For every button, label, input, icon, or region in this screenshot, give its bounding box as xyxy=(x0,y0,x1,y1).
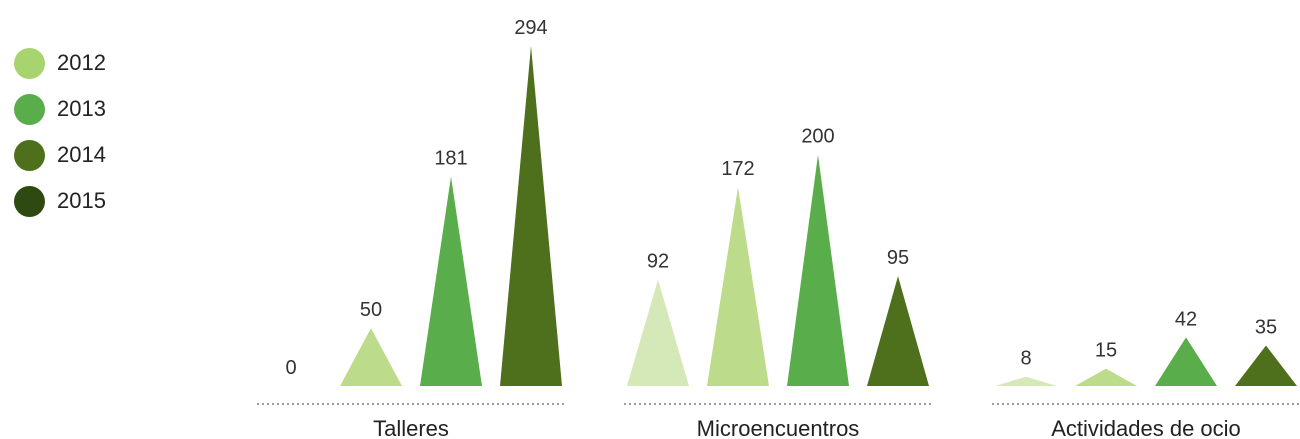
value-label-microencuentros-2013: 172 xyxy=(721,158,754,180)
value-label-talleres-2015: 294 xyxy=(514,17,547,39)
value-label-talleres-2013: 50 xyxy=(360,299,382,321)
value-label-actividades-de-ocio-2012: 8 xyxy=(1020,348,1031,370)
legend-item-2015: 2015 xyxy=(14,178,106,224)
bar-microencuentros-2014 xyxy=(787,154,849,386)
legend-swatch-2013 xyxy=(14,93,45,125)
legend-item-2013: 2013 xyxy=(14,86,106,132)
bar-talleres-2014 xyxy=(420,176,482,386)
legend-item-2014: 2014 xyxy=(14,132,106,178)
bar-microencuentros-2012 xyxy=(627,279,689,386)
bar-talleres-2015 xyxy=(500,46,562,386)
legend-label-2014: 2014 xyxy=(57,142,106,167)
bar-microencuentros-2015 xyxy=(867,276,929,386)
chart-legend: 2012 2013 2014 2015 xyxy=(14,40,106,224)
value-label-talleres-2014: 181 xyxy=(434,148,467,170)
category-label-actividades-de-ocio: Actividades de ocio xyxy=(1051,416,1241,439)
value-label-actividades-de-ocio-2015: 35 xyxy=(1255,317,1277,339)
legend-item-2012: 2012 xyxy=(14,40,106,86)
legend-swatch-2014 xyxy=(14,139,45,171)
value-label-actividades-de-ocio-2013: 15 xyxy=(1095,340,1117,362)
category-label-talleres: Talleres xyxy=(373,416,449,439)
value-label-talleres-2012: 0 xyxy=(285,357,296,379)
bar-actividades-de-ocio-2014 xyxy=(1155,337,1217,386)
value-label-microencuentros-2014: 200 xyxy=(801,126,834,148)
bar-talleres-2013 xyxy=(340,328,402,386)
legend-swatch-2015 xyxy=(14,185,45,217)
legend-label-2015: 2015 xyxy=(57,188,106,213)
category-label-microencuentros: Microencuentros xyxy=(697,416,860,439)
value-label-actividades-de-ocio-2014: 42 xyxy=(1175,308,1197,330)
legend-label-2012: 2012 xyxy=(57,50,106,75)
bar-actividades-de-ocio-2013 xyxy=(1075,368,1137,386)
bar-actividades-de-ocio-2015 xyxy=(1235,345,1297,386)
value-label-microencuentros-2015: 95 xyxy=(887,247,909,269)
bar-microencuentros-2013 xyxy=(707,187,769,386)
bar-actividades-de-ocio-2012 xyxy=(995,376,1057,386)
value-label-microencuentros-2012: 92 xyxy=(647,251,669,273)
legend-swatch-2012 xyxy=(14,47,45,79)
legend-label-2013: 2013 xyxy=(57,96,106,121)
